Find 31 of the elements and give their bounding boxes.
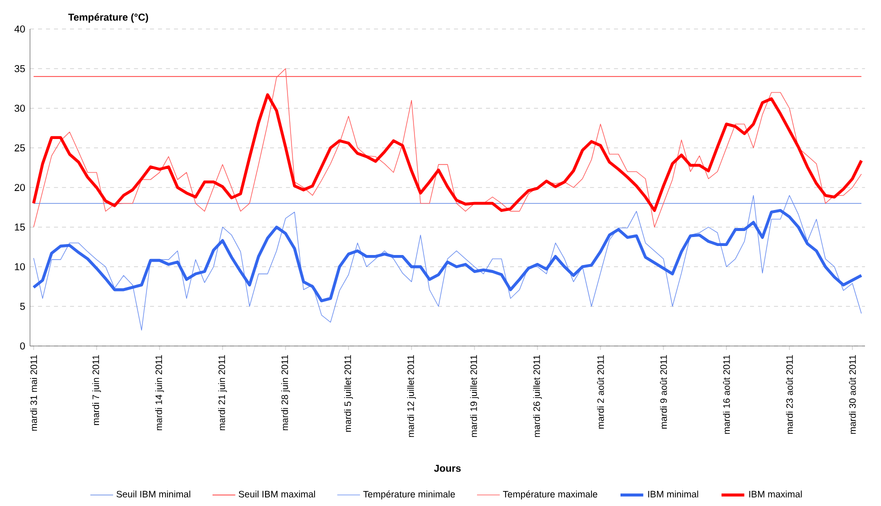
legend-label: Température minimale [363, 490, 455, 500]
x-tick-label: mardi 5 juillet 2011 [344, 355, 353, 432]
y-tick-label: 25 [14, 144, 25, 152]
legend-label: IBM minimal [648, 490, 698, 498]
y-tick-label: 10 [14, 263, 25, 270]
x-tick-label: mardi 16 août 2011 [722, 355, 730, 434]
x-tick-label: mardi 31 mai 2011 [30, 355, 38, 431]
x-tick-label: mardi 21 juin 2011 [218, 355, 227, 430]
y-tick-label: 5 [20, 302, 25, 310]
y-tick-label: 15 [14, 224, 25, 231]
legend-label: Température maximale [502, 490, 598, 500]
y-tick-label: 40 [14, 25, 25, 33]
x-tick-label: mardi 23 août 2011 [786, 355, 793, 434]
legend-label: IBM maximal [749, 490, 802, 498]
legend-label: Seuil IBM minimal [116, 490, 190, 498]
x-axis-title: Jours [434, 464, 461, 472]
legend-label: Seuil IBM maximal [238, 490, 315, 498]
x-tick-label: mardi 30 août 2011 [848, 355, 856, 434]
x-tick-label: mardi 14 juin 2011 [155, 355, 164, 430]
x-tick-label: mardi 7 juin 2011 [92, 355, 101, 425]
x-tick-label: mardi 12 juillet 2011 [407, 355, 416, 437]
x-tick-label: mardi 28 juin 2011 [281, 355, 290, 430]
y-tick-label: 20 [14, 184, 25, 192]
x-tick-label: mardi 19 juillet 2011 [470, 355, 479, 437]
y-tick-label: 30 [14, 104, 25, 112]
y-tick-label: 35 [14, 65, 25, 72]
x-tick-label: mardi 2 août 2011 [597, 355, 604, 429]
y-tick-label: 0 [20, 342, 25, 350]
x-tick-label: mardi 26 juillet 2011 [533, 355, 542, 437]
y-axis-title: Température (°C) [68, 13, 148, 23]
x-tick-label: mardi 9 août 2011 [660, 355, 667, 429]
